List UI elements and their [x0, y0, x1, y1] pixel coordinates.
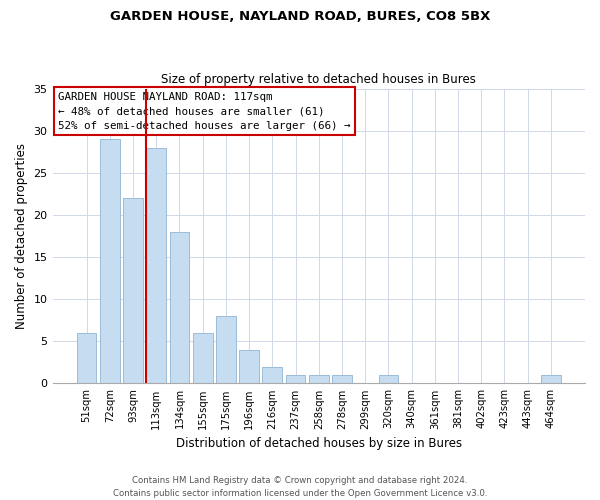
Bar: [541, 375, 561, 384]
Bar: [332, 375, 352, 384]
Bar: [100, 139, 119, 384]
Bar: [123, 198, 143, 384]
Bar: [146, 148, 166, 384]
Bar: [239, 350, 259, 384]
Bar: [309, 375, 329, 384]
X-axis label: Distribution of detached houses by size in Bures: Distribution of detached houses by size …: [176, 437, 462, 450]
Bar: [193, 333, 212, 384]
Bar: [77, 333, 97, 384]
Text: Contains HM Land Registry data © Crown copyright and database right 2024.
Contai: Contains HM Land Registry data © Crown c…: [113, 476, 487, 498]
Bar: [286, 375, 305, 384]
Y-axis label: Number of detached properties: Number of detached properties: [15, 143, 28, 329]
Text: GARDEN HOUSE NAYLAND ROAD: 117sqm
← 48% of detached houses are smaller (61)
52% : GARDEN HOUSE NAYLAND ROAD: 117sqm ← 48% …: [58, 92, 350, 131]
Title: Size of property relative to detached houses in Bures: Size of property relative to detached ho…: [161, 73, 476, 86]
Bar: [216, 316, 236, 384]
Bar: [262, 366, 282, 384]
Text: GARDEN HOUSE, NAYLAND ROAD, BURES, CO8 5BX: GARDEN HOUSE, NAYLAND ROAD, BURES, CO8 5…: [110, 10, 490, 23]
Bar: [379, 375, 398, 384]
Bar: [170, 232, 190, 384]
